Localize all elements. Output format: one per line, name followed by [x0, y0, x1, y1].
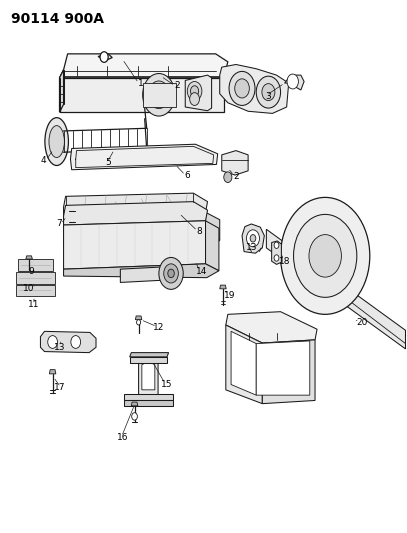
Circle shape	[247, 230, 260, 247]
Polygon shape	[125, 394, 173, 400]
Circle shape	[224, 172, 232, 182]
Polygon shape	[63, 201, 208, 225]
Circle shape	[256, 76, 280, 108]
Polygon shape	[59, 54, 228, 78]
Text: 18: 18	[279, 257, 290, 265]
Polygon shape	[226, 312, 317, 343]
Circle shape	[293, 214, 357, 297]
Circle shape	[71, 336, 81, 349]
Text: 11: 11	[28, 300, 40, 309]
Text: 9: 9	[28, 268, 34, 276]
Text: 17: 17	[54, 383, 65, 392]
Text: 14: 14	[196, 268, 207, 276]
Circle shape	[274, 255, 279, 261]
Text: 19: 19	[224, 291, 236, 300]
Circle shape	[148, 81, 169, 109]
Polygon shape	[266, 229, 405, 349]
Text: 1: 1	[138, 78, 144, 87]
Circle shape	[100, 52, 108, 62]
Text: 13: 13	[54, 343, 65, 352]
Ellipse shape	[45, 118, 68, 165]
Text: 8: 8	[197, 228, 202, 237]
Polygon shape	[142, 364, 155, 390]
Polygon shape	[143, 83, 176, 107]
Polygon shape	[59, 78, 224, 112]
Circle shape	[274, 242, 279, 248]
Circle shape	[309, 235, 341, 277]
Polygon shape	[59, 70, 63, 112]
Polygon shape	[256, 341, 310, 395]
Text: 90114 900A: 90114 900A	[11, 12, 104, 27]
Polygon shape	[18, 259, 53, 271]
Circle shape	[250, 235, 256, 242]
Polygon shape	[26, 256, 32, 259]
Polygon shape	[70, 144, 218, 169]
Polygon shape	[40, 332, 96, 353]
Polygon shape	[49, 369, 56, 374]
Polygon shape	[220, 64, 289, 114]
Circle shape	[137, 320, 141, 325]
Text: 13: 13	[246, 244, 258, 253]
Text: 16: 16	[117, 433, 128, 442]
Polygon shape	[120, 266, 171, 282]
Text: 2: 2	[174, 81, 180, 90]
Polygon shape	[63, 233, 220, 248]
Circle shape	[48, 336, 57, 349]
Polygon shape	[139, 360, 158, 395]
Text: 4: 4	[40, 156, 46, 165]
Polygon shape	[220, 285, 226, 289]
Text: 7: 7	[57, 220, 62, 229]
Circle shape	[287, 74, 298, 89]
Text: 15: 15	[161, 380, 173, 389]
Circle shape	[159, 257, 183, 289]
Circle shape	[190, 86, 199, 96]
Polygon shape	[16, 272, 55, 284]
Circle shape	[164, 264, 178, 283]
Circle shape	[235, 79, 249, 98]
Polygon shape	[231, 332, 256, 395]
Text: 5: 5	[105, 158, 111, 167]
Text: 2: 2	[233, 172, 239, 181]
Polygon shape	[63, 193, 208, 216]
Polygon shape	[284, 75, 304, 90]
Circle shape	[280, 197, 370, 314]
Circle shape	[190, 93, 199, 106]
Polygon shape	[131, 402, 138, 406]
Text: 20: 20	[356, 318, 368, 327]
Polygon shape	[98, 54, 112, 60]
Polygon shape	[16, 285, 55, 296]
Circle shape	[262, 84, 275, 101]
Circle shape	[187, 82, 202, 101]
Polygon shape	[242, 224, 264, 253]
Ellipse shape	[49, 126, 64, 158]
Circle shape	[168, 269, 174, 278]
Polygon shape	[206, 221, 219, 271]
Polygon shape	[63, 212, 206, 237]
Circle shape	[132, 413, 138, 420]
Polygon shape	[226, 325, 263, 403]
Polygon shape	[136, 316, 142, 320]
Polygon shape	[130, 357, 167, 364]
Circle shape	[155, 90, 163, 100]
Text: 10: 10	[22, 284, 34, 293]
Polygon shape	[185, 75, 212, 111]
Circle shape	[229, 71, 255, 106]
Polygon shape	[206, 212, 220, 240]
Text: 3: 3	[265, 92, 271, 101]
Polygon shape	[63, 221, 206, 269]
Polygon shape	[271, 241, 281, 264]
Polygon shape	[63, 264, 219, 278]
Text: 12: 12	[153, 323, 164, 332]
Text: 6: 6	[184, 171, 190, 180]
Polygon shape	[125, 400, 173, 406]
Polygon shape	[130, 353, 168, 357]
Circle shape	[143, 74, 175, 116]
Polygon shape	[263, 340, 315, 403]
Polygon shape	[222, 151, 248, 175]
